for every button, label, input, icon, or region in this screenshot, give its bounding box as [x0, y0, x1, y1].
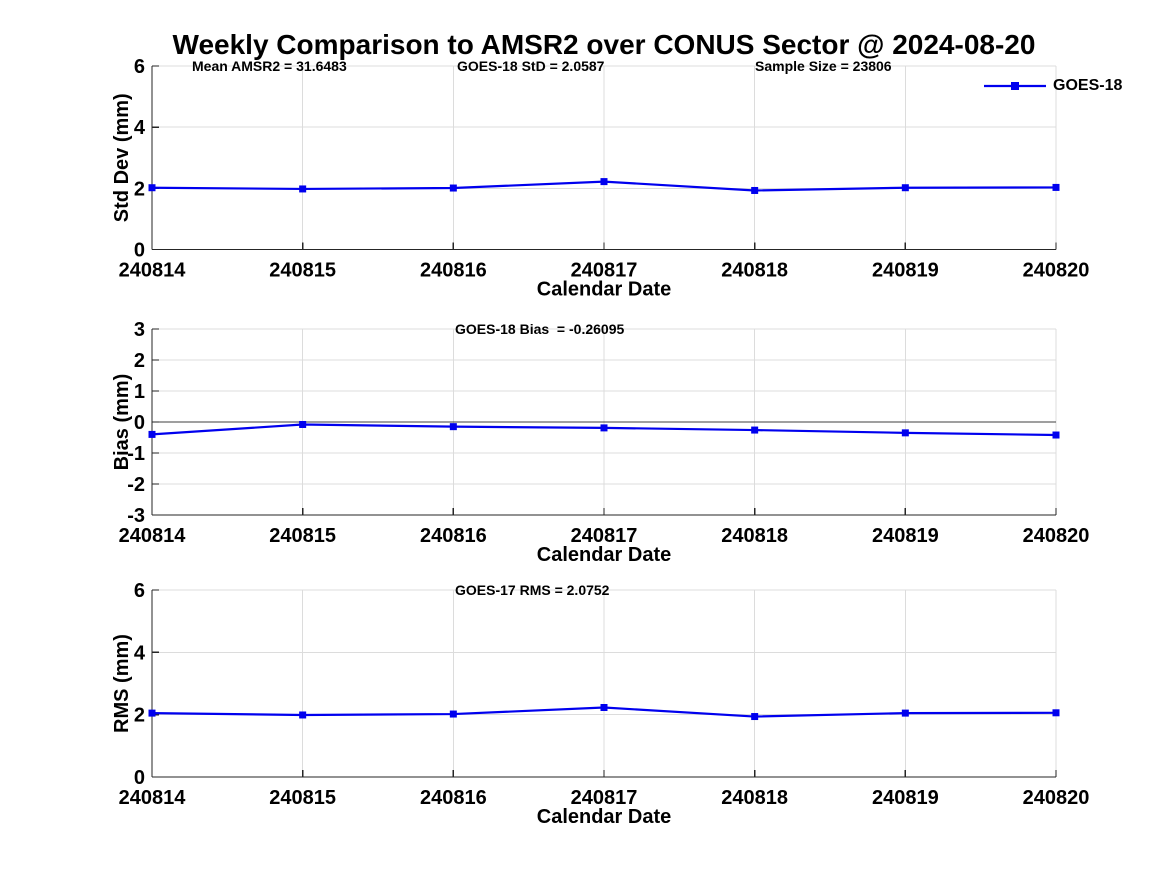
data-point-marker [600, 424, 608, 432]
data-point-marker [1052, 709, 1060, 717]
x-tick-label: 240819 [872, 260, 939, 282]
chart-2: -3 -2 -1 0 1 2 3 240814 240815 240816 240817 240818… [111, 319, 1089, 566]
data-point-marker [901, 709, 909, 717]
legend-line-marker-icon [984, 82, 1046, 90]
x-tick-label: 240814 [119, 787, 187, 809]
data-point-marker [148, 709, 156, 717]
x-tick-label: 240820 [1023, 787, 1090, 809]
y-tick-label: 4 [134, 117, 146, 139]
y-tick-label: -1 [127, 443, 145, 465]
y-tick-label: 2 [134, 350, 145, 372]
y-tick-label: 0 [134, 240, 145, 262]
annotation: Mean AMSR2 = 31.6483 [192, 58, 347, 74]
x-tick-label: 240817 [571, 260, 638, 282]
data-point-marker [299, 185, 307, 193]
data-point-marker [600, 178, 608, 186]
x-tick-label: 240819 [872, 525, 939, 547]
x-tick-label: 240814 [119, 525, 187, 547]
x-tick-label: 240818 [721, 525, 788, 547]
annotation: GOES-17 RMS = 2.0752 [455, 582, 610, 598]
x-tick-label: 240820 [1023, 525, 1090, 547]
y-axis-title: Bias (mm) [111, 374, 133, 471]
x-tick-label: 240819 [872, 787, 939, 809]
data-point-marker [449, 710, 457, 718]
y-tick-label: 6 [134, 580, 145, 602]
chart-1: 0 2 4 6 240814 240815 240816 240817 240818 240819… [111, 56, 1089, 301]
data-point-marker [1052, 183, 1060, 191]
y-tick-label: 0 [134, 412, 145, 434]
legend: GOES-18 [984, 77, 1122, 95]
data-point-marker [901, 429, 909, 437]
annotation: Sample Size = 23806 [755, 58, 892, 74]
y-tick-label: 4 [134, 642, 146, 664]
y-axis-title: Std Dev (mm) [111, 93, 133, 222]
data-point-marker [148, 430, 156, 438]
figure-title: Weekly Comparison to AMSR2 over CONUS Se… [172, 29, 1036, 60]
data-point-marker [449, 423, 457, 431]
data-point-marker [751, 713, 759, 721]
y-tick-label: -3 [127, 505, 145, 527]
x-tick-label: 240815 [269, 260, 336, 282]
y-tick-label: 2 [134, 705, 145, 727]
x-tick-label: 240816 [420, 525, 487, 547]
data-point-marker [449, 184, 457, 192]
y-axis-title: RMS (mm) [111, 634, 133, 733]
data-point-marker [148, 184, 156, 192]
data-point-marker [299, 711, 307, 719]
data-point-marker [1052, 431, 1060, 439]
data-point-marker [751, 426, 759, 434]
x-tick-label: 240820 [1023, 260, 1090, 282]
x-tick-label: 240818 [721, 787, 788, 809]
legend-label: GOES-18 [1053, 77, 1123, 94]
data-point-marker [751, 186, 759, 194]
annotation: GOES-18 Bias = -0.26095 [455, 321, 624, 337]
annotation: GOES-18 StD = 2.0587 [457, 58, 605, 74]
chart-3: 0 2 4 6 240814 240815 240816 240817 240818 240819… [111, 580, 1089, 828]
x-tick-label: 240815 [269, 787, 336, 809]
y-tick-label: -2 [127, 474, 145, 496]
y-tick-label: 2 [134, 178, 145, 200]
y-tick-label: 6 [134, 56, 145, 78]
x-tick-label: 240814 [119, 260, 187, 282]
y-tick-label: 3 [134, 319, 145, 341]
data-point-marker [600, 703, 608, 711]
data-point-marker [299, 420, 307, 428]
data-point-marker [901, 184, 909, 192]
x-tick-label: 240817 [571, 787, 638, 809]
x-tick-label: 240818 [721, 260, 788, 282]
y-tick-label: 1 [134, 381, 145, 403]
x-tick-label: 240815 [269, 525, 336, 547]
x-axis-title: Calendar Date [537, 806, 672, 828]
x-axis-title: Calendar Date [537, 544, 672, 566]
x-tick-label: 240817 [571, 525, 638, 547]
x-tick-label: 240816 [420, 260, 487, 282]
x-axis-title: Calendar Date [537, 279, 672, 301]
y-tick-label: 0 [134, 767, 145, 789]
x-tick-label: 240816 [420, 787, 487, 809]
